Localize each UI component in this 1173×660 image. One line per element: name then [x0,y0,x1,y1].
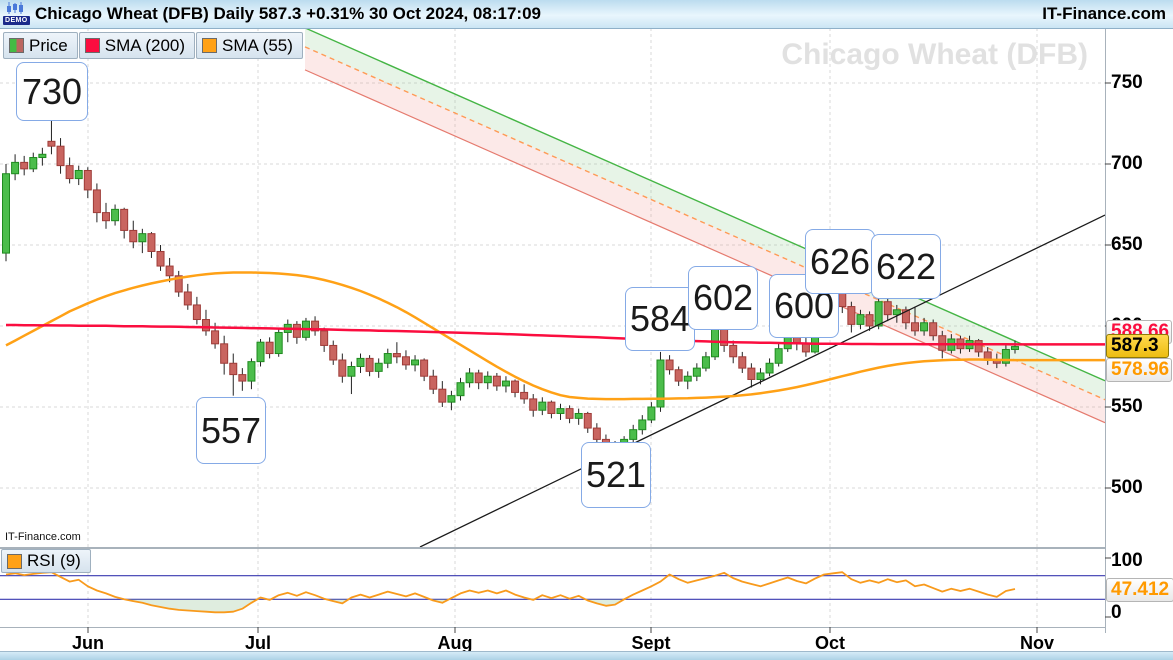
annotation-622[interactable]: 622 [871,234,941,299]
annotation-584[interactable]: 584 [625,287,695,351]
demo-logo-icon: DEMO [3,2,30,26]
sma55-swatch-icon [202,38,218,53]
rsi-value-box: 47.412 [1106,578,1173,602]
price-tick-700: 700 [1111,153,1143,174]
annotation-521[interactable]: 521 [581,442,651,508]
panel-brand-text: IT-Finance.com [5,531,81,543]
legend-price-label: Price [29,35,68,55]
annotation-626[interactable]: 626 [805,229,875,294]
chart-title: Chicago Wheat (DFB) Daily 587.3 +0.31% 3… [35,4,541,23]
price-tick-500: 500 [1111,477,1143,498]
price-swatch-icon [9,38,24,53]
month-label-jun: Jun [71,633,104,653]
rsi-axis-bottom-label: 0 [1111,602,1122,623]
sma55-value-box: 578.96 [1106,358,1172,382]
legend-sma55-label: SMA (55) [222,35,293,55]
rsi-axis-top-label: 100 [1111,550,1143,571]
legend-tab-sma55[interactable]: SMA (55) [196,32,303,59]
annotation-557[interactable]: 557 [196,397,266,464]
bottom-scroll-strip[interactable] [0,651,1173,660]
month-label-oct: Oct [814,633,845,653]
annotation-602[interactable]: 602 [688,266,758,330]
demo-badge: DEMO [3,16,30,25]
legend-tab-price[interactable]: Price [3,32,78,59]
month-label-jul: Jul [244,633,271,653]
month-label-aug: Aug [437,633,473,653]
legend-tab-rsi[interactable]: RSI (9) [1,549,91,573]
title-bar: DEMO Chicago Wheat (DFB) Daily 587.3 +0.… [0,0,1173,29]
legend-rsi-label: RSI (9) [27,551,81,570]
legend-sma200-label: SMA (200) [104,35,186,55]
rsi-legend: RSI (9) [1,549,92,573]
price-tick-650: 650 [1111,234,1143,255]
candlestick-logo-icon [7,2,23,14]
last-price-box: 587.3 [1106,334,1169,358]
annotation-730[interactable]: 730 [16,62,88,121]
rsi-swatch-icon [7,553,22,569]
legend-tab-sma200[interactable]: SMA (200) [78,32,196,59]
month-label-nov: Nov [1019,633,1054,653]
sma200-swatch-icon [84,38,100,53]
price-tick-550: 550 [1111,396,1143,417]
month-label-sept: Sept [631,633,671,653]
price-tick-750: 750 [1111,72,1143,93]
indicator-legend: Price SMA (200) SMA (55) [3,32,304,59]
brand-link[interactable]: IT-Finance.com [1042,4,1166,23]
